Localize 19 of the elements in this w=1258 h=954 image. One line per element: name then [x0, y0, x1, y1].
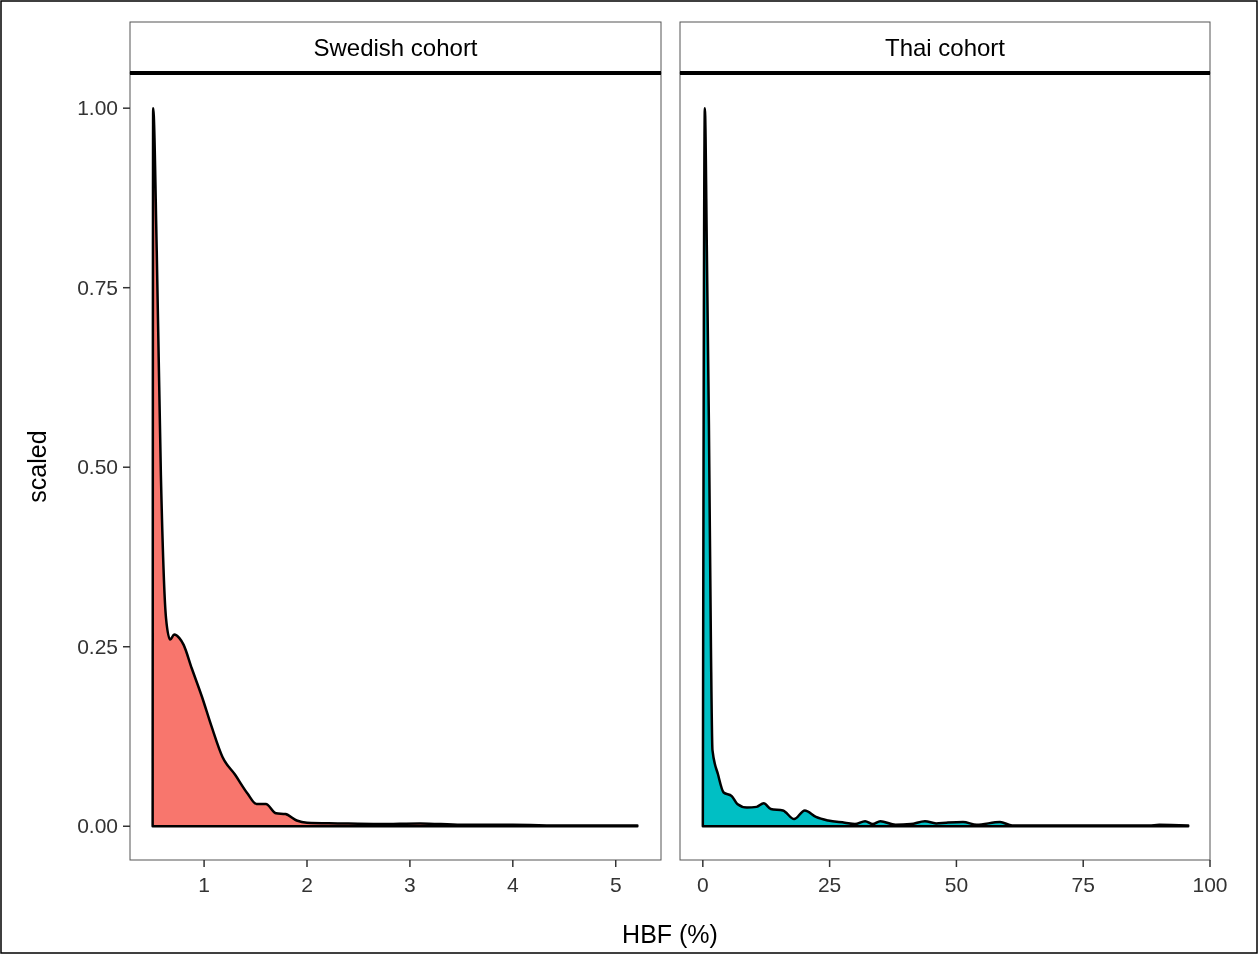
x-tick-label: 75: [1071, 873, 1095, 896]
x-tick-label: 0: [696, 873, 709, 896]
y-axis-title: scaled: [23, 430, 51, 503]
x-tick-label: 100: [1192, 873, 1228, 896]
x-tick-label: 3: [404, 873, 416, 896]
x-tick-label: 50: [944, 873, 969, 896]
x-tick-label: 4: [506, 873, 519, 896]
x-tick-label: 2: [301, 873, 313, 896]
x-tick-label: 25: [817, 873, 842, 896]
x-tick-label: 1: [198, 873, 210, 896]
chart-title: Thai cohort: [884, 33, 1006, 61]
y-tick-label: 0.75: [77, 275, 118, 299]
x-tick-label: 5: [609, 873, 622, 896]
x-axis-title: HBF (%): [622, 920, 718, 948]
chart-title: Swedish cohort: [313, 33, 478, 61]
y-tick-label: 0.25: [77, 634, 118, 658]
y-tick-label: 1.00: [77, 96, 118, 120]
y-tick-label: 0.00: [77, 814, 118, 838]
y-tick-label: 0.50: [77, 455, 118, 479]
